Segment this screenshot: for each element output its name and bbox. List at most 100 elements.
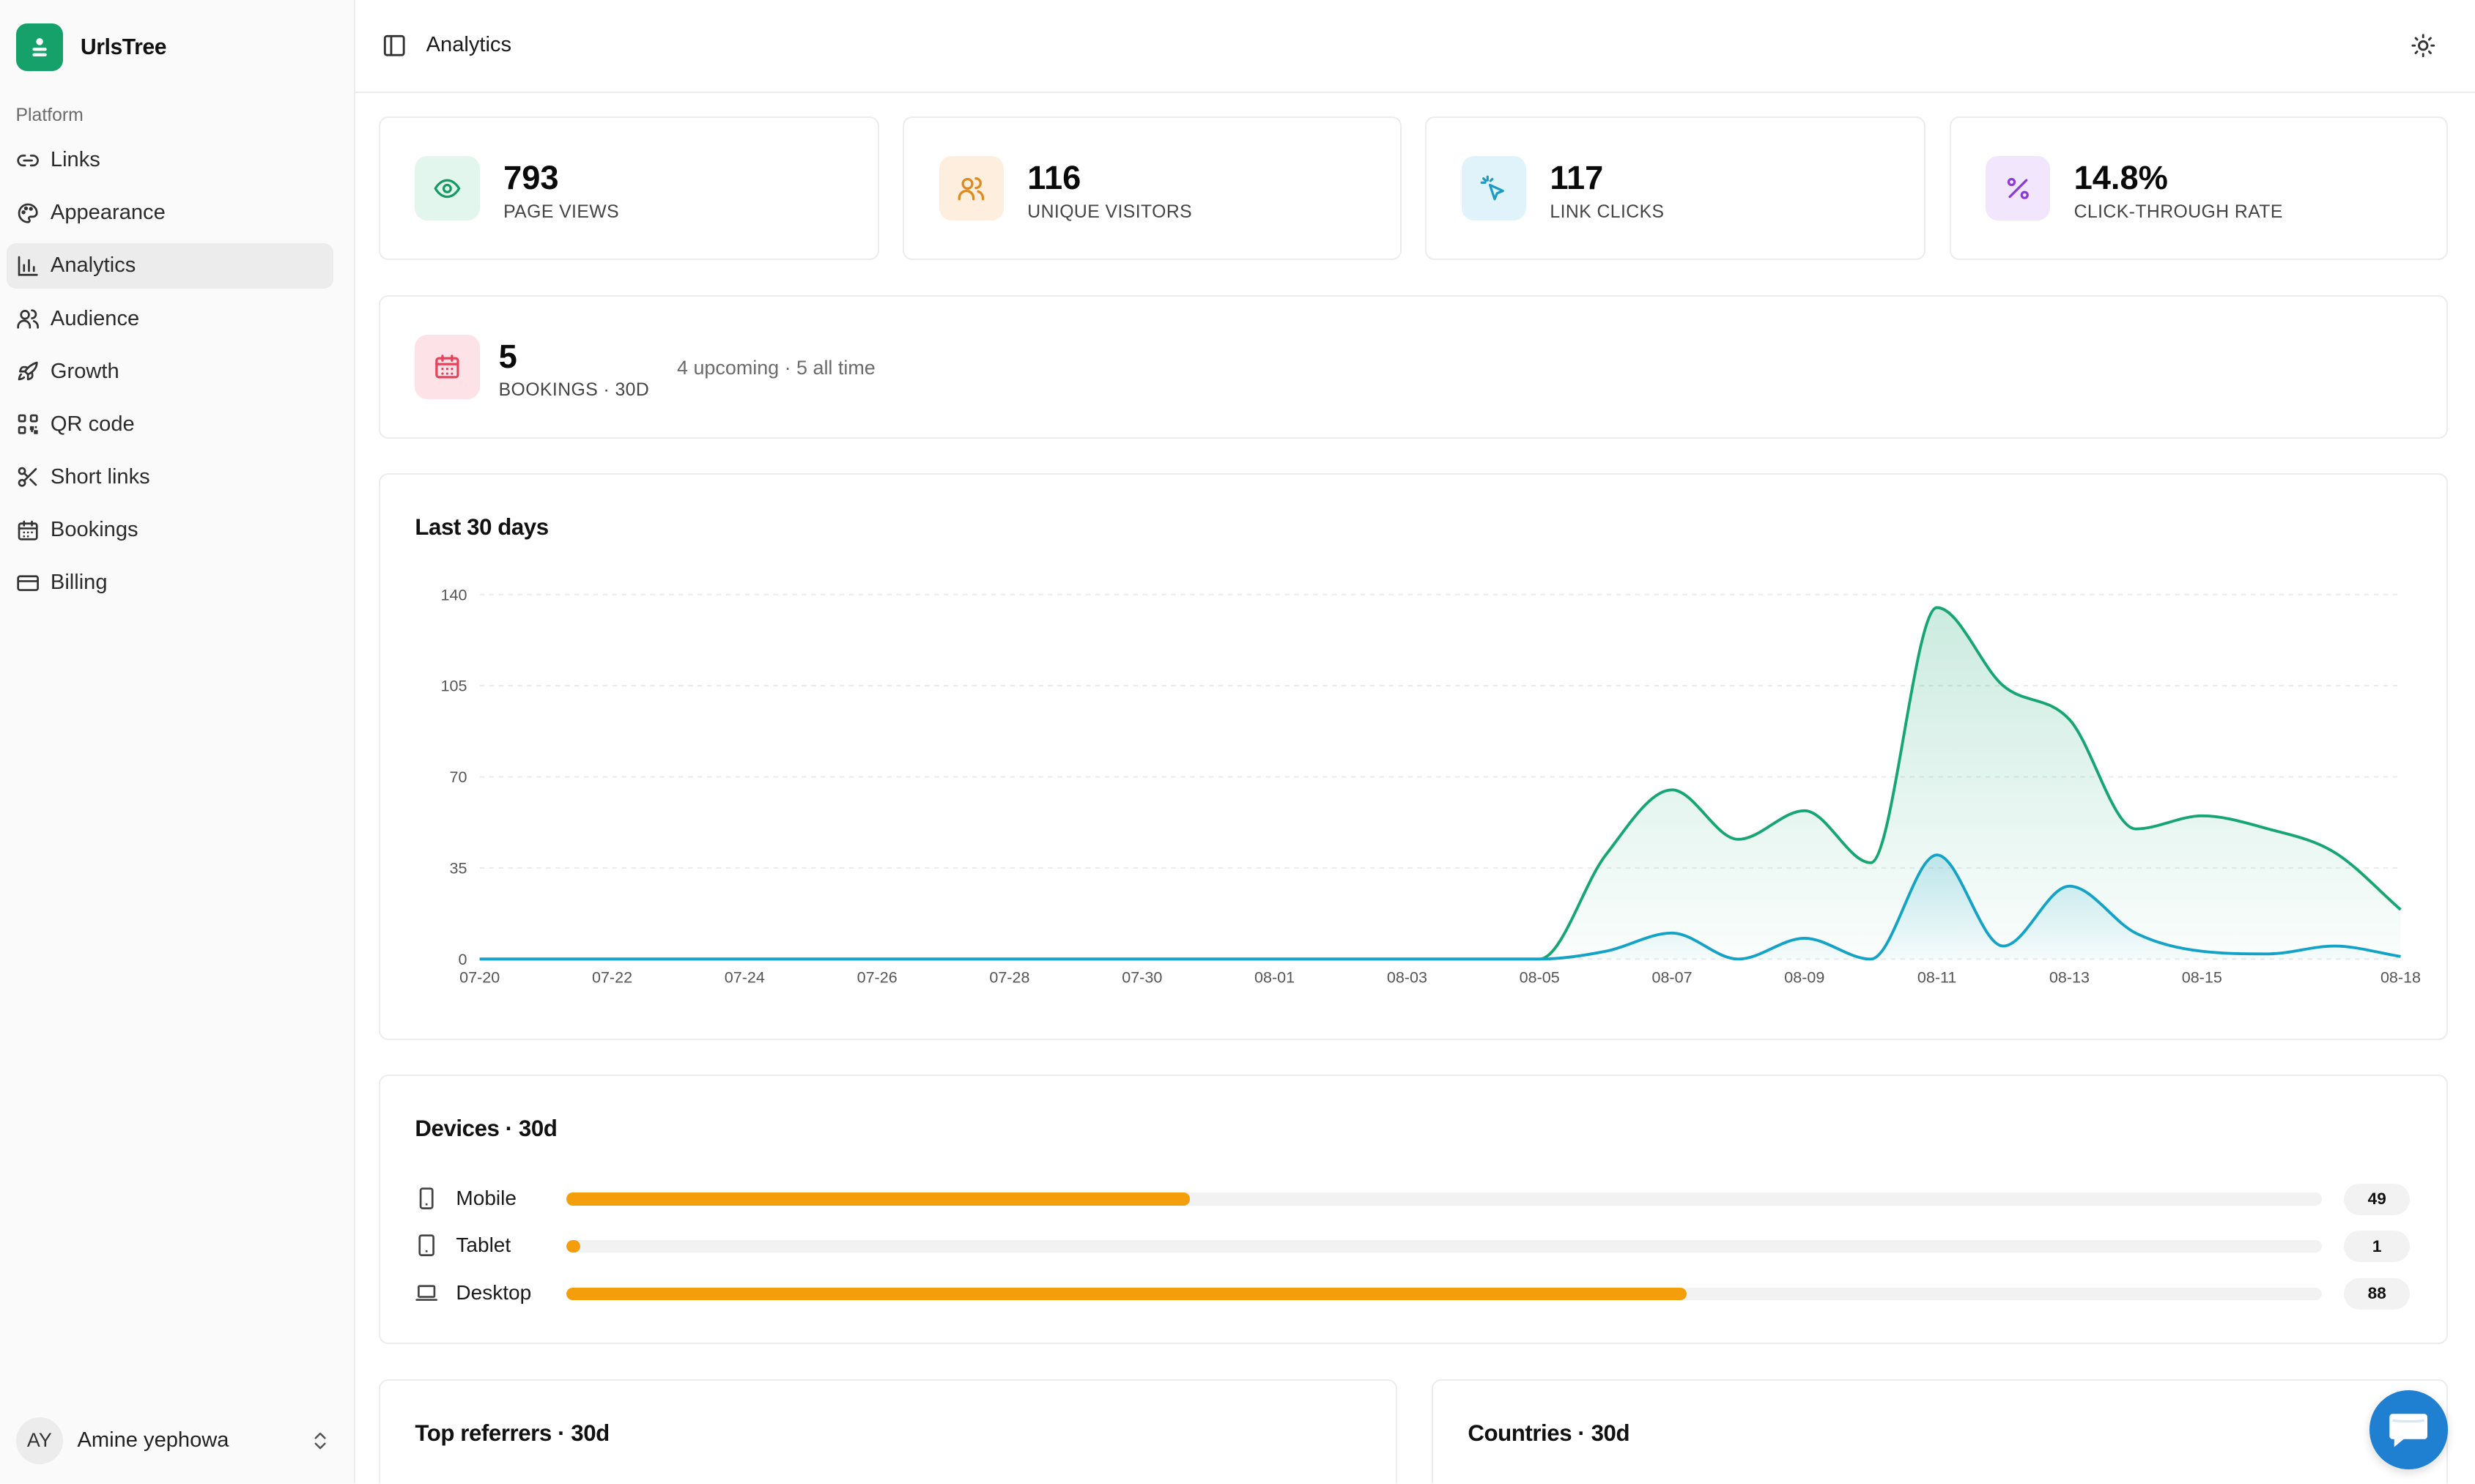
sidebar-nav: Links Appearance Analytics Audience Grow…: [6, 137, 333, 612]
device-name: Desktop: [456, 1281, 532, 1305]
stat-card-page-views: 793 PAGE VIEWS: [379, 116, 879, 261]
x-tick-label: 08-15: [2182, 969, 2222, 987]
calendar-icon: [18, 520, 38, 541]
device-count-badge: 1: [2343, 1231, 2411, 1263]
link-icon: [16, 154, 39, 166]
qr-code-icon: [18, 414, 38, 434]
sidebar-item-label: Billing: [50, 571, 108, 595]
chart-title: Last 30 days: [415, 514, 549, 541]
device-bar-fill: [566, 1192, 1190, 1206]
stat-value: 116: [1027, 159, 1081, 197]
x-tick-label: 07-20: [459, 969, 500, 987]
chat-support-button[interactable]: [2369, 1390, 2449, 1469]
page-title: Analytics: [426, 33, 511, 57]
brand[interactable]: UrlsTree: [15, 23, 167, 71]
top-referrers-card: Top referrers · 30d: [379, 1379, 1397, 1484]
device-bar-track: [566, 1287, 2322, 1300]
sidebar-item-qr-code[interactable]: QR code: [7, 401, 333, 447]
stat-value: 117: [1550, 159, 1604, 197]
stat-card-unique-visitors: 116 UNIQUE VISITORS: [903, 116, 1402, 261]
x-tick-label: 08-01: [1254, 969, 1295, 987]
x-tick-label: 08-18: [2380, 969, 2421, 987]
stat-label: PAGE VIEWS: [503, 201, 620, 222]
sidebar-item-label: Links: [50, 148, 100, 172]
y-tick-label: 70: [450, 768, 467, 786]
x-tick-label: 07-24: [725, 969, 765, 987]
scissors-icon: [18, 467, 37, 488]
device-row-tablet: Tablet 1: [415, 1231, 2411, 1263]
sidebar-item-label: Analytics: [50, 253, 136, 278]
stat-label: UNIQUE VISITORS: [1027, 201, 1193, 222]
y-tick-label: 105: [441, 678, 467, 695]
sidebar-item-audience[interactable]: Audience: [7, 296, 333, 341]
countries-card: Countries · 30d: [1431, 1379, 2449, 1484]
bookings-card: 5 BOOKINGS · 30D 4 upcoming · 5 all time: [379, 294, 2449, 439]
sidebar-item-analytics[interactable]: Analytics: [6, 242, 333, 289]
x-tick-label: 08-03: [1387, 969, 1427, 987]
tablet-icon: [418, 1234, 435, 1257]
chart-card: Last 30 days 0 35 70 105 140 07-20 07-22 07-24 0…: [379, 473, 2449, 1040]
x-tick-label: 07-30: [1122, 969, 1162, 987]
eye-icon: [415, 156, 480, 221]
avatar: AY: [15, 1417, 64, 1465]
device-bar-fill: [566, 1287, 1687, 1300]
stat-label: LINK CLICKS: [1550, 201, 1665, 222]
sidebar-item-label: Audience: [50, 306, 140, 330]
sidebar-item-short-links[interactable]: Short links: [7, 454, 333, 500]
nav-group-label: Platform: [15, 105, 84, 126]
x-tick-label: 08-11: [1917, 969, 1956, 987]
credit-card-icon: [16, 575, 39, 591]
devices-title: Devices · 30d: [415, 1115, 558, 1141]
palette-icon: [18, 203, 38, 223]
user-menu[interactable]: AY Amine yephowa: [15, 1417, 332, 1465]
series-1-line: [479, 853, 2401, 961]
device-name: Tablet: [456, 1233, 511, 1257]
sun-icon[interactable]: [2411, 33, 2435, 58]
sidebar-item-growth[interactable]: Growth: [7, 349, 333, 394]
stat-value: 14.8%: [2073, 159, 2168, 197]
pointer-click-icon: [1461, 156, 1527, 221]
device-bar-fill: [566, 1240, 581, 1253]
sidebar-item-appearance[interactable]: Appearance: [7, 190, 333, 236]
series-1-area: [479, 855, 2401, 960]
users-icon: [939, 156, 1004, 221]
top-header: Analytics: [355, 0, 2475, 94]
x-tick-label: 08-09: [1784, 969, 1824, 987]
x-tick-label: 08-13: [2049, 969, 2090, 987]
brand-logo-icon: [15, 23, 64, 71]
sidebar-item-label: Appearance: [50, 201, 166, 225]
referrers-title: Top referrers · 30d: [415, 1420, 610, 1446]
device-count-badge: 49: [2343, 1183, 2411, 1215]
y-tick-label: 35: [450, 860, 467, 878]
sidebar-toggle-icon[interactable]: [382, 33, 407, 58]
device-bar-track: [566, 1192, 2322, 1206]
sidebar-item-billing[interactable]: Billing: [7, 560, 333, 606]
chevrons-up-down-icon: [314, 1432, 326, 1450]
device-count-badge: 88: [2343, 1277, 2411, 1310]
stat-value: 5: [498, 337, 517, 375]
sidebar-item-label: QR code: [50, 412, 135, 436]
user-name: Amine yephowa: [77, 1428, 229, 1453]
device-row-desktop: Desktop 88: [415, 1277, 2411, 1310]
laptop-icon: [415, 1285, 438, 1302]
sidebar-item-label: Bookings: [50, 518, 138, 542]
x-tick-label: 08-05: [1520, 969, 1560, 987]
bar-chart-icon: [18, 256, 38, 276]
sidebar-item-links[interactable]: Links: [7, 137, 333, 182]
smartphone-icon: [420, 1187, 434, 1209]
users-icon: [16, 309, 39, 329]
stat-label: BOOKINGS · 30D: [498, 380, 650, 401]
device-bar-track: [566, 1240, 2322, 1253]
sidebar-item-label: Short links: [50, 465, 150, 489]
device-name: Mobile: [456, 1186, 517, 1209]
device-row-mobile: Mobile 49: [415, 1183, 2411, 1215]
countries-title: Countries · 30d: [1468, 1420, 1630, 1446]
sidebar-item-label: Growth: [50, 359, 119, 383]
x-tick-label: 07-26: [857, 969, 898, 987]
x-tick-label: 07-22: [592, 969, 632, 987]
bookings-meta: 4 upcoming · 5 all time: [677, 356, 876, 379]
sidebar-item-bookings[interactable]: Bookings: [7, 508, 333, 553]
y-tick-label: 0: [459, 951, 467, 968]
x-tick-label: 07-28: [989, 969, 1029, 987]
stat-label: CLICK-THROUGH RATE: [2073, 201, 2283, 222]
